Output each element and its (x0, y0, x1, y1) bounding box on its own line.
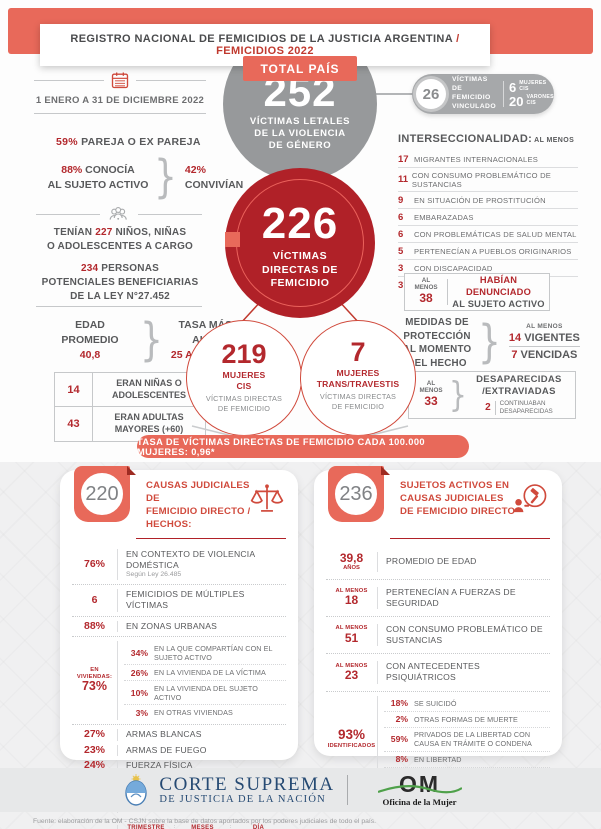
date-range: 1 ENERO A 31 DE DICIEMBRE 2022 (35, 95, 205, 106)
sub-row: 2% OTRAS FORMAS DE MUERTE (384, 712, 550, 728)
brace-glyph: } (154, 151, 177, 203)
card-causas-judiciales: 220 CAUSAS JUDICIALES DE FEMICIDIO DIRECT… (60, 466, 298, 829)
table-row: 14 ERAN NIÑAS O ADOLESCENTES (55, 373, 205, 407)
corte-line2: DE JUSTICIA DE LA NACIÓN (159, 794, 326, 806)
mujeres-cis-label: MUJERES CIS (519, 80, 547, 92)
list-item: 6 EMBARAZADAS (398, 209, 578, 226)
scales-of-justice-icon (250, 484, 284, 512)
total-victims-label: VÍCTIMAS LETALES DE LA VIOLENCIA DE GÉNE… (249, 116, 351, 151)
brace-glyph: } (449, 373, 467, 415)
corte-suprema-logo: CORTE SUPREMA DE JUSTICIA DE LA NACIÓN (121, 773, 334, 807)
sujetos-title: SUJETOS ACTIVOS EN CAUSAS JUDICIALES DE FE… (400, 480, 516, 517)
mujeres-cis-value: 6 (509, 79, 517, 95)
vinculado-number: 26 (416, 79, 446, 109)
stat-row: 27% ARMAS BLANCAS (72, 725, 286, 743)
sub-row: 3% EN OTRAS VIVIENDAS (135, 707, 233, 718)
stat-row: AL MENOS 51 CON CONSUMO PROBLEMÁTICO DE S… (326, 617, 550, 655)
vinculado-label: VÍCTIMAS DE FEMICIDIO VINCULADO (452, 76, 497, 110)
sub-row: 18% SE SUICIDÓ (384, 696, 550, 712)
argentina-coat-of-arms-icon (125, 774, 148, 806)
stat-row: 76% EN CONTEXTO DE VIOLENCIA DOMÉSTICA Se… (72, 545, 286, 586)
conocia-stat: 88% CONOCÍA AL SUJETO ACTIVO } 42% CONVIVÍ… (47, 151, 244, 203)
vinculado-breakdown: 6 MUJERES CIS 20 VARONES CIS (509, 79, 554, 109)
person-gavel-icon (513, 484, 547, 513)
calendar-icon (111, 72, 129, 89)
card-sujetos-activos: 236 SUJETOS ACTIVOS EN CAUSAS JUDICIALES D… (314, 466, 562, 809)
varones-cis-label: VARONES CIS (526, 94, 554, 106)
title-underline (390, 538, 550, 539)
age-table: 14 ERAN NIÑAS O ADOLESCENTES 43 ERAN ADU… (54, 372, 206, 442)
title-underline (136, 538, 286, 539)
varones-cis-value: 20 (509, 93, 524, 109)
om-subtitle: Oficina de la Mujer (382, 797, 457, 807)
sub-row: 8% EN LIBERTAD (384, 752, 550, 768)
total-country-badge: TOTAL PAÍS (243, 56, 357, 81)
sub-row: 34% EN LA QUE COMPARTÍAN CON EL SUJETO AC… (124, 641, 286, 666)
causas-title: CAUSAS JUDICIALES DE FEMICIDIO DIRECTO / H… (146, 480, 251, 530)
title-year: / FEMICIDIOS 2022 (216, 33, 460, 57)
mayor-cantidad-row: MAYORCANTIDAD TRIMESTRE4º TRIMESTRE MESE… (72, 818, 286, 829)
tasa-banner: TASA DE VÍCTIMAS DIRECTAS DE FEMICIDIO C… (137, 435, 469, 458)
victimas-directas-circle: 226 VÍCTIMAS DIRECTAS DE FEMICIDIO (225, 168, 375, 318)
stat-row: AL MENOS 23 CON ANTECEDENTES PSIQUIÁTRICO… (326, 654, 550, 692)
divider (34, 113, 206, 114)
sujetos-badge: 236 (333, 471, 379, 517)
people-icon (109, 207, 127, 220)
list-item: 9 EN SITUACIÓN DE PROSTITUCIÓN (398, 192, 578, 209)
desaparecidas-box: AL MENOS 33 } DESAPARECIDAS/EXTRAVIADAS 2… (408, 371, 576, 419)
list-item: 17 MIGRANTES INTERNACIONALES (398, 151, 578, 168)
mujeres-trans-circle: 7 MUJERES TRANS/TRAVESTIS VÍCTIMAS DIRECT… (300, 320, 416, 436)
list-item: 11 CON CONSUMO PROBLEMÁTICO DE SUSTANCIAS (398, 168, 578, 192)
capsule-connector (375, 93, 415, 95)
circle-square-accent (225, 232, 240, 247)
hero-section: 252 VÍCTIMAS LETALES DE LA VIOLENCIA DE … (0, 0, 601, 462)
sub-row: 59% PRIVADOS DE LA LIBERTAD CON CAUSA EN … (384, 728, 550, 752)
list-item: 6 CON PROBLEMÁTICAS DE SALUD MENTAL (398, 226, 578, 243)
om-logo: OM Oficina de la Mujer (360, 773, 480, 807)
pareja-stat: 59% PAREJA O EX PAREJA (56, 136, 201, 148)
circle-ring (236, 179, 364, 307)
footer-divider (346, 775, 348, 805)
stat-row: 88% EN ZONAS URBANAS (72, 617, 286, 638)
brace-glyph: } (140, 314, 163, 366)
medidas-proteccion-block: MEDIDAS DE PROTECCIÓN AL MOMENTO DEL HECHO… (402, 317, 580, 370)
footer-bar: CORTE SUPREMA DE JUSTICIA DE LA NACIÓN O… (0, 768, 601, 812)
identificados-group: 93% IDENTIFICADOS 18% SE SUICIDÓ 2% OTRAS … (326, 692, 550, 788)
mujeres-cis-circle: 219 MUJERES CIS VÍCTIMAS DIRECTAS DE FEMIC… (186, 320, 302, 436)
divider (503, 81, 504, 107)
ninos-a-cargo-stat: TENÍAN 227 NIÑOS, NIÑAS O ADOLESCENTES A… (46, 227, 194, 252)
causas-badge: 220 (79, 471, 125, 517)
table-row: 43 ERAN ADULTAS MAYORES (+60) (55, 406, 205, 441)
stat-row: 39,8 AÑOS PROMEDIO DE EDAD (326, 545, 550, 580)
people-divider (36, 206, 202, 222)
list-item: 5 PERTENECÍAN A PUEBLOS ORIGINARIOS (398, 243, 578, 260)
divider (36, 306, 202, 307)
viviendas-group: EN VIVIENDAS: 73% 34% EN LA QUE COMPARTÍAN… (72, 637, 286, 726)
interseccionalidad-title: INTERSECCIONALIDAD: AL MENOS (398, 133, 575, 145)
source-fineprint: Fuente: elaboración de la OM - CSJN sobr… (33, 818, 377, 825)
stat-row: 23% ARMAS DE FUEGO (72, 743, 286, 759)
brace-glyph: } (478, 317, 501, 369)
divider (34, 79, 104, 81)
stat-row: AL MENOS 18 PERTENECÍAN A FUERZAS DE SEGU… (326, 580, 550, 617)
sub-row: 26% EN LA VIVIENDA DE LA VÍCTIMA (124, 665, 286, 682)
beneficiarias-stat: 234 PERSONAS POTENCIALES BENEFICIARIAS D… (41, 263, 199, 302)
denuncia-box: AL MENOS 38 HABÍAN DENUNCIADO AL SUJETO A… (404, 273, 550, 311)
divider (136, 79, 206, 81)
om-green-swoosh (377, 785, 462, 794)
date-range-block: 1 ENERO A 31 DE DICIEMBRE 2022 (34, 70, 206, 114)
corte-line1: CORTE SUPREMA (159, 773, 335, 795)
femicidio-vinculado-capsule: 26 VÍCTIMAS DE FEMICIDIO VINCULADO 6 MUJ… (412, 74, 554, 114)
sub-row: 10% EN LA VIVIENDA DEL SUJETO ACTIVO (124, 681, 286, 706)
stat-row: 6 FEMICIDIOS DE MÚLTIPLES VÍCTIMAS (72, 585, 286, 617)
